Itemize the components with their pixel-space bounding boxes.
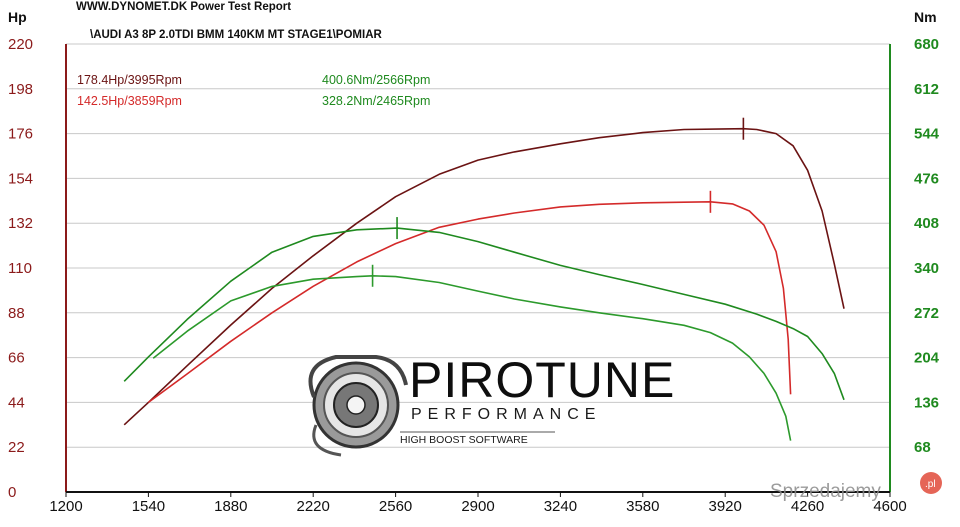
pirotune-logo: PIROTUNE PERFORMANCE HIGH BOOST SOFTWARE xyxy=(308,352,675,457)
y-left-tick-label: 198 xyxy=(8,81,33,98)
x-tick-label: 1540 xyxy=(132,498,165,515)
series-line-4 xyxy=(152,275,792,441)
watermark-text: Sprzedajemy xyxy=(770,481,881,502)
tick-labels: 0 22 44 66 88 110 132 154 176 198 220 68 136 204 272 34… xyxy=(8,36,940,515)
y-left-tick-label: 176 xyxy=(8,126,33,143)
watermark-badge-icon xyxy=(920,472,942,494)
report-title: WWW.DYNOMET.DK Power Test Report xyxy=(76,1,291,13)
logo-sub-text: PERFORMANCE xyxy=(411,406,601,423)
y-right-tick-label: 340 xyxy=(914,260,939,277)
y-left-tick-label: 88 xyxy=(8,305,25,322)
y-right-tick-label: 136 xyxy=(914,394,939,411)
x-tick-label: 2220 xyxy=(297,498,330,515)
y-right-tick-label: 204 xyxy=(914,350,940,367)
x-tick-label: 3920 xyxy=(709,498,742,515)
y-right-tick-label: 680 xyxy=(914,36,939,53)
grid xyxy=(66,43,890,448)
x-tick-label: 4600 xyxy=(873,498,906,515)
x-tick-label: 2560 xyxy=(379,498,412,515)
y-right-tick-label: 612 xyxy=(914,81,939,98)
x-tick-label: 4260 xyxy=(791,498,824,515)
turbocharger-icon xyxy=(308,355,408,457)
y-left-tick-label: 0 xyxy=(8,484,16,501)
y-left-tick-label: 220 xyxy=(8,36,33,53)
x-tick-label: 3240 xyxy=(544,498,577,515)
y-left-tick-label: 132 xyxy=(8,215,33,232)
y-right-tick-label: 408 xyxy=(914,215,939,232)
x-tick-label: 3580 xyxy=(626,498,659,515)
y-right-tick-label: 272 xyxy=(914,305,939,322)
x-tick-label: 1200 xyxy=(49,498,82,515)
logo-tagline: HIGH BOOST SOFTWARE xyxy=(400,434,528,446)
y-left-tick-label: 44 xyxy=(8,394,25,411)
series-line-3 xyxy=(123,227,845,401)
y-left-tick-label: 110 xyxy=(8,260,32,277)
y-left-unit-label: Hp xyxy=(8,9,27,25)
watermark-badge: .pl xyxy=(925,479,936,490)
peak-label: 178.4Hp/3995Rpm xyxy=(77,73,182,87)
y-right-tick-label: 476 xyxy=(914,170,939,187)
axes xyxy=(65,44,891,497)
peak-labels: 178.4Hp/3995Rpm 142.5Hp/3859Rpm 400.6Nm/25… xyxy=(77,73,430,108)
peak-label: 142.5Hp/3859Rpm xyxy=(77,94,182,108)
x-tick-label: 2900 xyxy=(461,498,494,515)
y-right-unit-label: Nm xyxy=(914,9,937,25)
series-line-1 xyxy=(123,127,845,426)
vehicle-description: \AUDI A3 8P 2.0TDI BMM 140KM MT STAGE1\P… xyxy=(90,29,383,41)
y-right-tick-label: 68 xyxy=(914,439,931,456)
peak-label: 400.6Nm/2566Rpm xyxy=(322,73,430,87)
x-tick-label: 1880 xyxy=(214,498,247,515)
peak-label: 328.2Nm/2465Rpm xyxy=(322,94,430,108)
y-left-tick-label: 22 xyxy=(8,439,25,456)
watermark: Sprzedajemy .pl xyxy=(770,472,942,502)
y-left-tick-label: 66 xyxy=(8,350,25,367)
y-right-tick-label: 544 xyxy=(914,126,940,143)
logo-main-text: PIROTUNE xyxy=(409,352,675,408)
y-left-tick-label: 154 xyxy=(8,170,33,187)
series xyxy=(123,117,845,441)
series-line-2 xyxy=(147,201,792,404)
